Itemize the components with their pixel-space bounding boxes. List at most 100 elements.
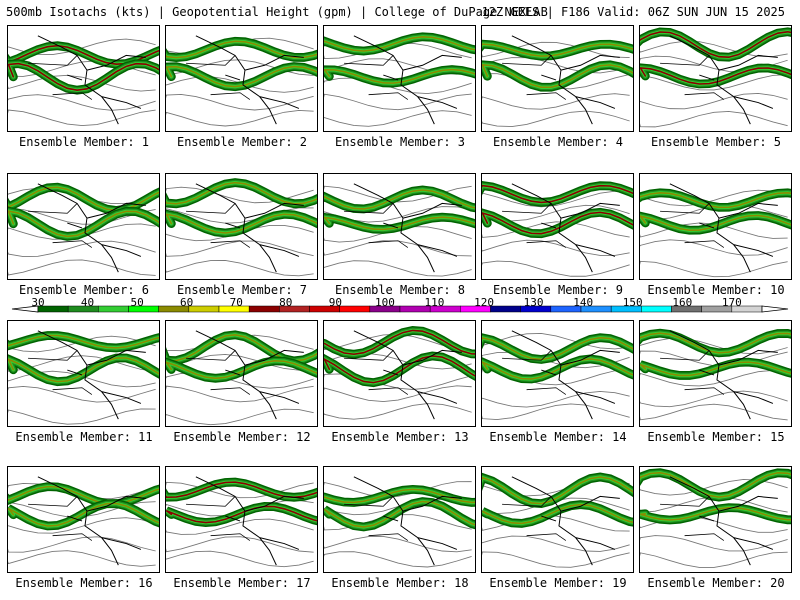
ensemble-member-label: Ensemble Member: 19	[489, 576, 627, 590]
height-contour	[324, 260, 472, 277]
country-boundary	[344, 55, 409, 100]
height-contour	[166, 240, 314, 257]
jet-isotach-band	[8, 62, 159, 91]
coastline-boundary	[195, 476, 304, 566]
colorbar-tick: 60	[180, 296, 194, 309]
jet-isotach-band	[166, 360, 317, 380]
colorbar-swatch	[248, 305, 280, 313]
country-boundary	[502, 350, 567, 395]
coastline-boundary	[37, 476, 146, 566]
ensemble-map-panel	[639, 466, 792, 573]
coastline-boundary	[669, 35, 778, 125]
height-contour	[640, 260, 788, 278]
jet-isotach-band	[166, 505, 317, 524]
coastline-boundary	[353, 183, 462, 273]
height-contour	[482, 93, 630, 110]
jet-isotach-band	[482, 211, 633, 235]
ensemble-member-label: Ensemble Member: 20	[647, 576, 785, 590]
jet-isotach-band	[640, 361, 791, 377]
map-graphic	[166, 476, 317, 568]
ensemble-member-label: Ensemble Member: 11	[15, 430, 153, 444]
map-graphic	[324, 183, 475, 277]
coastline-boundary	[511, 330, 620, 420]
ensemble-map-panel	[639, 173, 792, 280]
jet-isotach-band	[324, 189, 475, 210]
height-contour	[8, 550, 156, 567]
height-contour	[8, 408, 156, 425]
height-contour	[482, 221, 630, 238]
map-graphic	[640, 183, 791, 278]
jet-isotach-band	[640, 332, 791, 354]
jet-isotach-band	[482, 476, 633, 505]
height-contour	[482, 403, 630, 420]
height-contour	[482, 41, 630, 59]
ensemble-member-label: Ensemble Member: 10	[647, 283, 785, 297]
height-contour	[166, 536, 314, 553]
map-graphic	[166, 178, 317, 277]
map-graphic	[324, 32, 475, 127]
height-contour	[482, 57, 630, 74]
ensemble-map-panel	[481, 466, 634, 573]
height-contour	[482, 391, 630, 408]
isotach-colorbar	[11, 305, 789, 313]
ensemble-member-label: Ensemble Member: 1	[18, 135, 150, 149]
coastline-boundary	[669, 183, 778, 273]
jet-isotach-band	[166, 40, 317, 59]
jet-isotach-band	[8, 210, 159, 238]
map-graphic	[8, 330, 159, 425]
colorbar-tick: 40	[80, 296, 95, 309]
height-contour	[482, 239, 630, 256]
jet-isotach-band	[482, 503, 633, 525]
country-boundary	[660, 496, 725, 541]
colorbar-swatch	[339, 305, 371, 313]
ensemble-map-panel	[323, 173, 476, 280]
height-contour	[324, 93, 472, 111]
coastline-boundary	[511, 183, 620, 273]
ensemble-map-panel	[7, 466, 160, 573]
map-graphic	[482, 181, 633, 277]
colorbar-high-arrow	[761, 305, 789, 313]
height-contour	[640, 92, 788, 110]
country-boundary	[28, 55, 93, 100]
height-contour	[324, 240, 472, 257]
jet-isotach-band	[482, 64, 633, 89]
map-graphic	[8, 35, 159, 127]
country-boundary	[28, 203, 93, 248]
height-contour	[166, 76, 314, 93]
map-graphic	[640, 468, 791, 568]
height-contour	[324, 536, 472, 553]
colorbar-tick: 30	[31, 296, 45, 309]
height-contour	[640, 516, 788, 533]
jet-isotach-band	[640, 471, 791, 498]
height-contour	[8, 109, 156, 127]
jet-isotach-band	[324, 216, 475, 231]
height-contour	[8, 74, 156, 92]
ensemble-member-label: Ensemble Member: 9	[492, 283, 624, 297]
height-contour	[166, 385, 314, 403]
height-contour	[482, 110, 630, 128]
ensemble-map-panel	[165, 320, 318, 427]
height-contour	[8, 536, 156, 553]
height-contour	[324, 551, 472, 568]
jet-isotach-band	[324, 329, 475, 356]
coastline-boundary	[511, 35, 620, 125]
colorbar-swatch	[188, 305, 220, 313]
jet-isotach-band	[324, 68, 475, 84]
jet-isotach-band	[640, 30, 791, 58]
country-boundary	[28, 350, 93, 395]
height-contour	[166, 408, 314, 426]
country-boundary	[660, 55, 725, 100]
colorbar-tick: 100	[374, 296, 395, 309]
ensemble-map-panel	[481, 173, 634, 280]
country-boundary	[28, 496, 93, 541]
jet-isotach-band	[324, 488, 475, 504]
map-graphic	[482, 35, 633, 128]
height-contour	[324, 110, 472, 127]
height-contour	[482, 260, 630, 277]
colorbar-tick: 120	[474, 296, 494, 309]
jet-isotach-band	[166, 181, 317, 205]
coastline-boundary	[37, 183, 146, 273]
ensemble-member-label: Ensemble Member: 7	[176, 283, 308, 297]
header-valid-time: 12Z GEFS | F186 Valid: 06Z SUN JUN 15 20…	[481, 5, 785, 19]
height-contour	[166, 481, 314, 499]
